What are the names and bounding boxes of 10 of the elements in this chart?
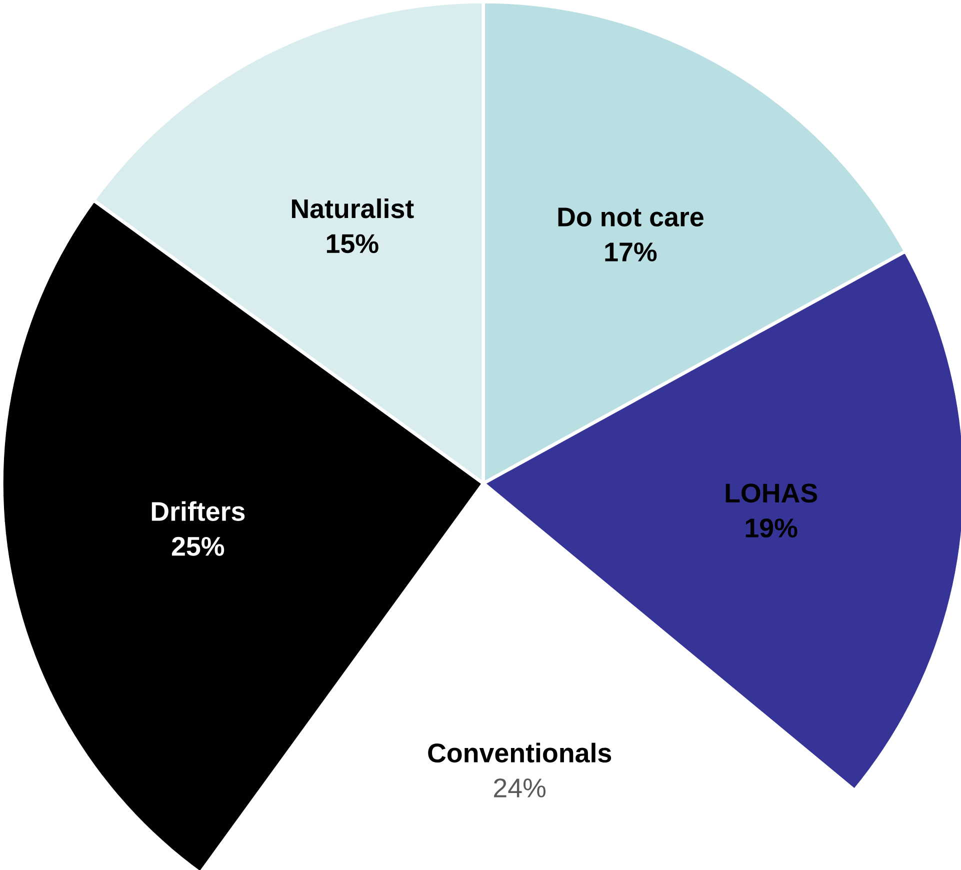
data-label: 24% <box>494 778 546 798</box>
slice-label: Conventionals <box>428 742 612 762</box>
data-label: 15% <box>326 234 378 254</box>
slice-label: Naturalist <box>292 198 414 218</box>
data-label: 17% <box>605 242 657 262</box>
slice-label: Drifters <box>152 501 245 521</box>
data-label: 19% <box>746 518 798 538</box>
slice-label: Do not care <box>558 208 704 226</box>
slice-label: LOHAS <box>726 483 818 502</box>
data-label: 25% <box>172 536 224 556</box>
